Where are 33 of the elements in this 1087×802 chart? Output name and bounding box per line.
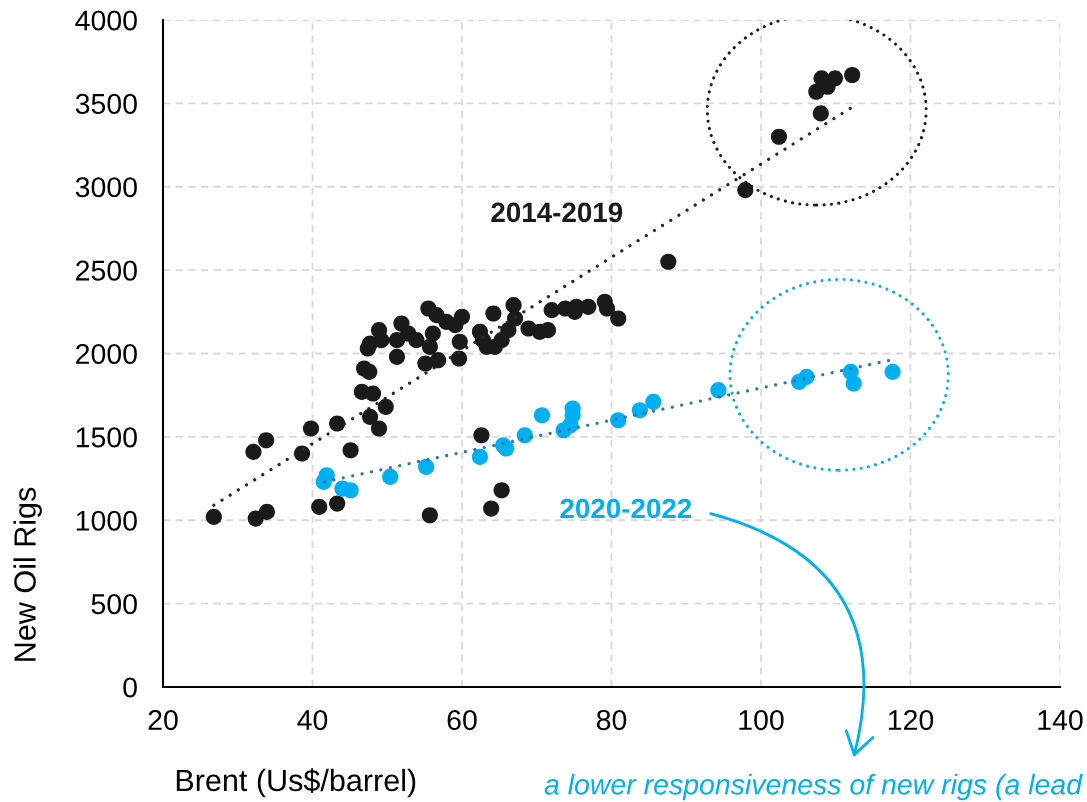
- y-tick-label: 4000: [75, 10, 137, 31]
- text: 2020-2022: [560, 498, 692, 519]
- y-tick-label: 1000: [76, 510, 137, 531]
- point: [631, 402, 648, 419]
- x-tick-label: 120: [888, 709, 934, 731]
- x-tick-label: 60: [447, 709, 477, 731]
- point: [318, 467, 335, 484]
- point: [471, 448, 489, 465]
- x-tick-label: 100: [739, 709, 784, 731]
- y-tick-label: 500: [91, 594, 137, 615]
- y-tick-label: 3500: [75, 93, 137, 114]
- point: [845, 375, 862, 392]
- y-tick-label: 1500: [76, 427, 137, 448]
- point: [798, 368, 815, 385]
- y-tick-label: 2500: [76, 260, 137, 281]
- text: a lower responsiveness of new rigs (a lead: [544, 773, 1083, 801]
- x-tick-label: 20: [148, 709, 178, 731]
- point: [533, 407, 551, 424]
- y-tick-label: 0: [123, 677, 137, 698]
- point: [610, 412, 627, 429]
- point: [710, 382, 727, 399]
- x-tick-label: 40: [297, 709, 328, 731]
- point: [884, 363, 901, 380]
- point: [645, 393, 662, 410]
- y-tick-label: 3000: [75, 177, 137, 198]
- x-axis-title: Brent (Us$/barrel): [176, 768, 416, 798]
- y-axis-title: New Oil Rigs: [13, 487, 42, 661]
- x-tick-label: 80: [596, 709, 627, 731]
- series-label: 2014-2019: [491, 202, 623, 223]
- y-tick-label: 2000: [76, 343, 137, 365]
- x-tick-label: 140: [1038, 709, 1083, 731]
- point: [382, 468, 399, 485]
- point: [418, 458, 435, 475]
